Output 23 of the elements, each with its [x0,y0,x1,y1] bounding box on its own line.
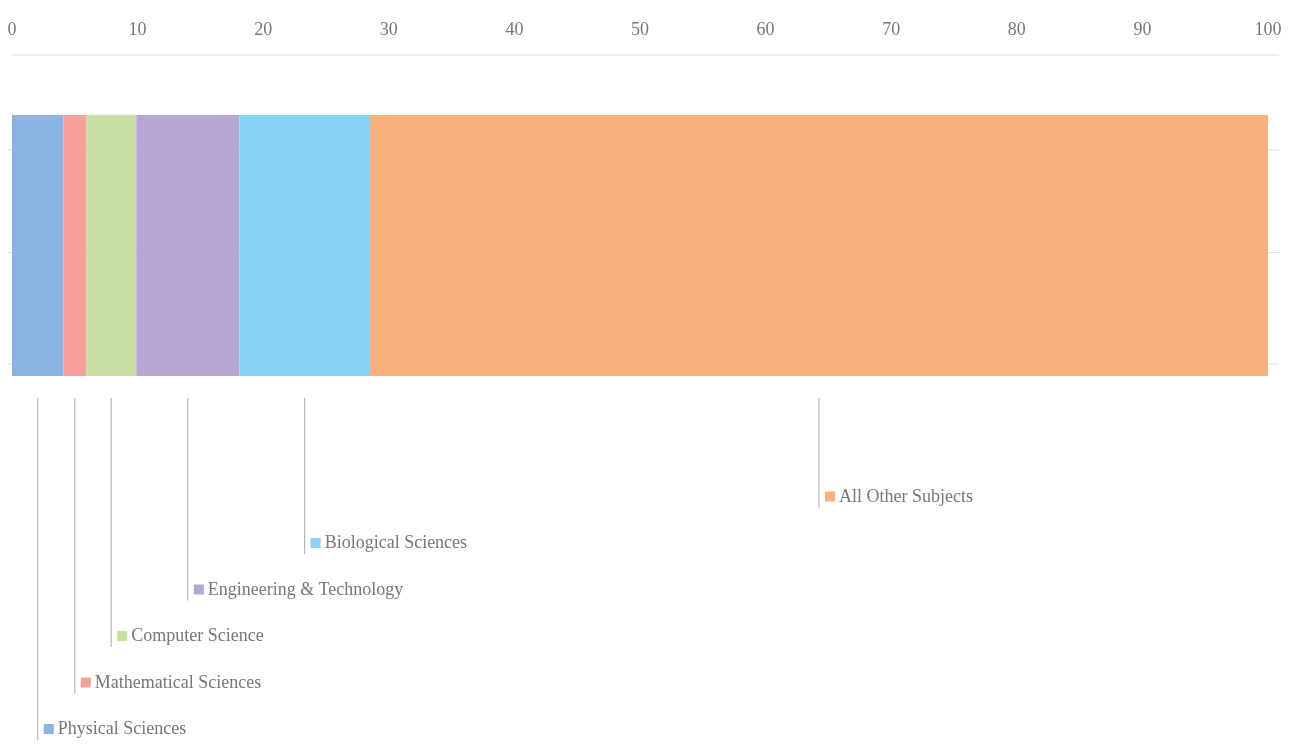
legend-label: All Other Subjects [838,485,973,506]
bar [239,115,370,376]
x-tick-label: 60 [756,19,775,39]
x-tick-label: 40 [505,19,524,39]
x-tick-label: 90 [1133,19,1152,39]
legend-label: Computer Science [131,625,264,645]
x-tick-label: 50 [631,19,649,39]
x-tick-label: 0 [7,19,17,39]
x-tick-label: 10 [128,19,147,39]
legend-label: Mathematical Sciences [94,671,262,692]
x-tick-label: 80 [1007,19,1026,39]
bar [369,115,1268,376]
legend-label: Engineering & Technology [207,578,404,599]
bar [136,115,240,376]
x-tick-label: 70 [882,19,901,39]
bar [63,115,87,376]
bar [86,115,137,376]
x-tick-label: 20 [254,19,273,39]
x-tick-label: 100 [1254,19,1282,39]
bar [12,115,64,376]
legend-label: Physical Sciences [57,718,187,738]
x-tick-label: 30 [379,19,398,39]
legend-label: Biological Sciences [324,532,468,552]
